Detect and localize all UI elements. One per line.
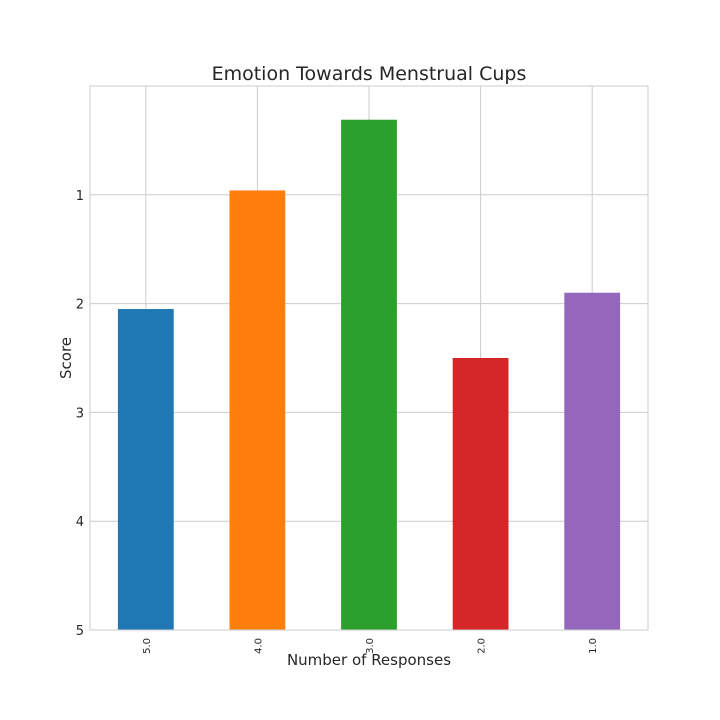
bar-1-0 xyxy=(564,292,621,630)
y-tick-label: 1 xyxy=(76,189,84,204)
x-tick-label: 2.0 xyxy=(477,638,488,654)
y-tick-label: 2 xyxy=(76,298,84,313)
bars xyxy=(117,119,621,630)
y-tick-label: 3 xyxy=(76,406,84,421)
y-tick-label: 4 xyxy=(76,515,84,530)
y-axis-label: Score xyxy=(57,337,75,379)
x-tick-label: 5.0 xyxy=(142,638,153,654)
bar-4-0 xyxy=(229,190,286,630)
x-tick-labels: 5.0 4.0 3.0 2.0 1.0 xyxy=(142,638,599,654)
y-tick-label: 5 xyxy=(76,624,84,639)
plot-frame xyxy=(89,85,649,631)
x-tick-label: 4.0 xyxy=(253,638,264,654)
x-tick-label: 3.0 xyxy=(365,638,376,654)
chart-title: Emotion Towards Menstrual Cups xyxy=(212,63,527,85)
bar-3-0 xyxy=(341,119,397,630)
y-tick-labels: 1 2 3 4 5 xyxy=(76,189,84,639)
x-tick-label: 1.0 xyxy=(588,638,599,654)
x-axis-label: Number of Responses xyxy=(287,651,451,669)
bar-5-0 xyxy=(117,309,174,630)
bar-2-0 xyxy=(452,358,509,630)
